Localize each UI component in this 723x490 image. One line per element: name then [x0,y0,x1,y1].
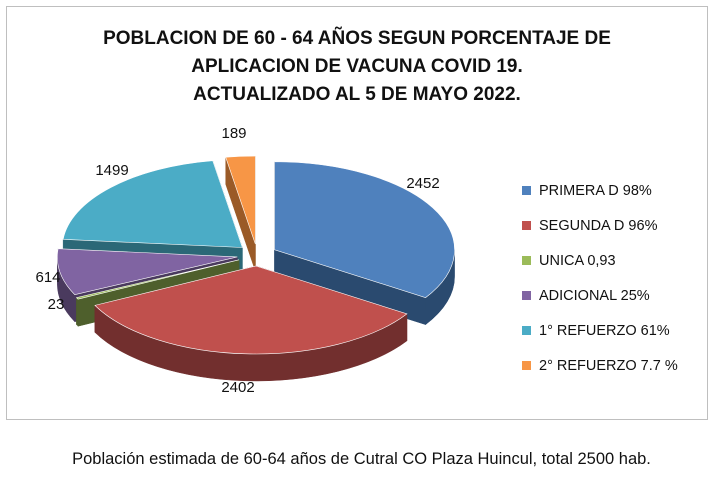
legend-item-refuerzo-1: 1° REFUERZO 61% [522,313,678,348]
chart-frame: POBLACION DE 60 - 64 AÑOS SEGUN PORCENTA… [6,6,708,420]
pie-slice-adicional [57,248,238,296]
chart-title: POBLACION DE 60 - 64 AÑOS SEGUN PORCENTA… [7,25,707,109]
pie-label-primera: 2452 [406,175,439,192]
legend-label-segunda: SEGUNDA D 96% [539,217,658,234]
chart-title-line-3: ACTUALIZADO AL 5 DE MAYO 2022. [193,84,521,105]
pie-slice-refuerzo-1 [62,160,243,248]
pie-label-adicional: 614 [35,269,60,286]
legend-item-adicional: ADICIONAL 25% [522,278,678,313]
pie-label-refuerzo-2: 189 [221,125,246,142]
pie-side-unica [76,297,79,327]
legend-label-refuerzo-1: 1° REFUERZO 61% [539,322,670,339]
pie-slice-primera [274,161,455,298]
legend-item-segunda: SEGUNDA D 96% [522,208,678,243]
legend-item-primera: PRIMERA D 98% [522,173,678,208]
pie-slice-segunda [94,265,408,355]
legend-label-unica: UNICA 0,93 [539,252,616,269]
chart-title-line-2: APLICACION DE VACUNA COVID 19. [191,56,523,77]
legend-label-primera: PRIMERA D 98% [539,182,652,199]
pie-tops [57,155,455,355]
pie-label-segunda: 2402 [221,379,254,396]
legend-item-refuerzo-2: 2° REFUERZO 7.7 % [522,348,678,383]
chart-legend: PRIMERA D 98% SEGUNDA D 96% UNICA 0,93 A… [522,173,678,383]
pie-slice-unica [75,259,240,300]
chart-title-line-1: POBLACION DE 60 - 64 AÑOS SEGUN PORCENTA… [103,28,611,49]
pie-slice-refuerzo-2 [225,155,256,245]
legend-label-refuerzo-2: 2° REFUERZO 7.7 % [539,357,678,374]
legend-label-adicional: ADICIONAL 25% [539,287,650,304]
legend-item-unica: UNICA 0,93 [522,243,678,278]
pie-label-refuerzo-1: 1499 [95,162,128,179]
footnote: Población estimada de 60-64 años de Cutr… [72,450,651,468]
legend-swatch-segunda [522,221,531,230]
legend-swatch-primera [522,186,531,195]
legend-swatch-adicional [522,291,531,300]
pie-label-unica: 23 [48,296,65,313]
pie-value-labels: 2452 2402 23 614 1499 189 [35,125,439,396]
legend-swatch-unica [522,256,531,265]
legend-swatch-refuerzo-1 [522,326,531,335]
pie-chart: 2452 2402 23 614 1499 189 [35,125,455,396]
legend-swatch-refuerzo-2 [522,361,531,370]
